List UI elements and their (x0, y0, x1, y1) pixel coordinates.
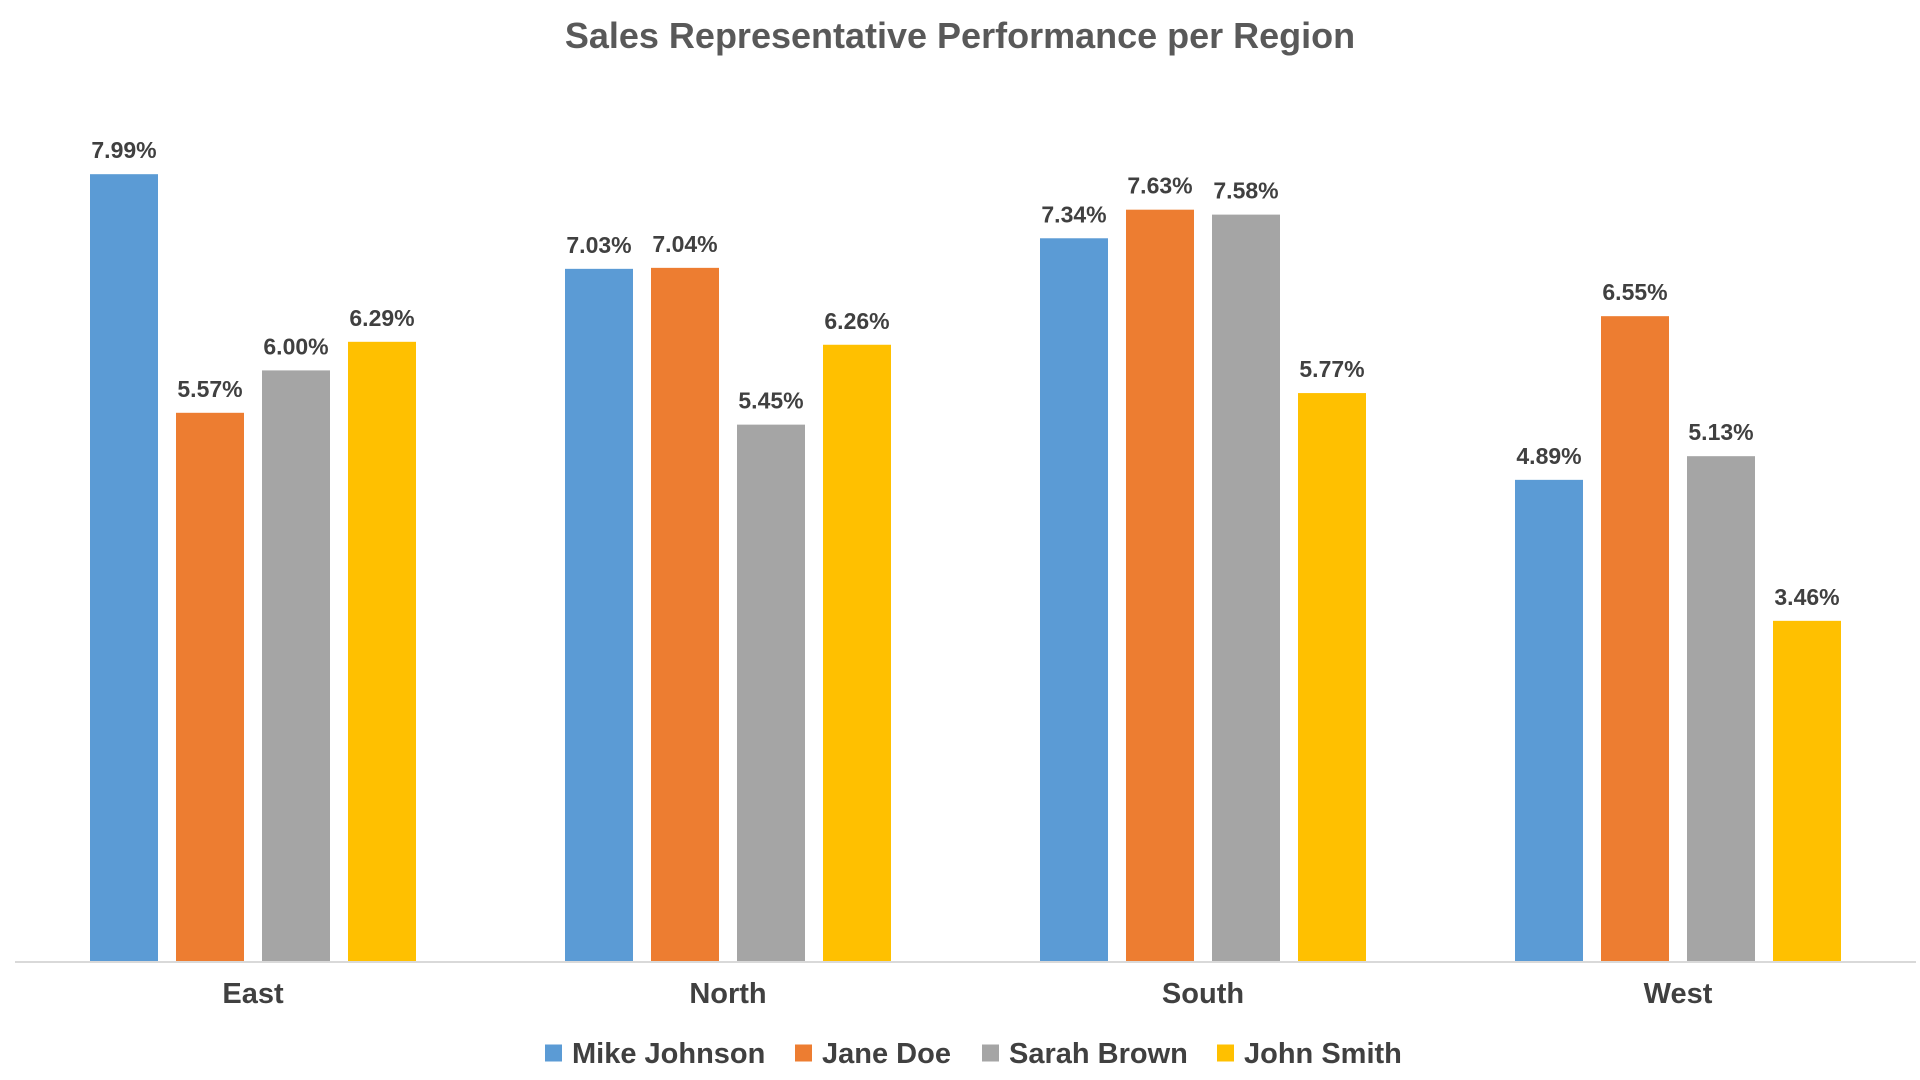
data-label-south-sarah-brown: 7.58% (1213, 178, 1278, 204)
chart-title: Sales Representative Performance per Reg… (565, 15, 1355, 56)
legend-label-mike-johnson: Mike Johnson (572, 1038, 765, 1070)
data-label-north-sarah-brown: 5.45% (738, 388, 803, 414)
category-label-west: West (1644, 978, 1713, 1010)
legend-swatch-jane-doe (795, 1044, 812, 1062)
legend-label-sarah-brown: Sarah Brown (1009, 1038, 1188, 1070)
category-label-east: East (222, 978, 284, 1010)
data-label-west-john-smith: 3.46% (1774, 584, 1839, 610)
bar-south-jane-doe (1126, 209, 1194, 962)
bar-south-mike-johnson (1040, 238, 1108, 962)
bar-south-sarah-brown (1212, 214, 1280, 962)
legend-swatch-mike-johnson (545, 1044, 562, 1062)
bar-north-mike-johnson (565, 268, 633, 962)
bar-east-john-smith (348, 341, 416, 962)
legend-swatch-sarah-brown (982, 1044, 999, 1062)
bar-north-john-smith (823, 344, 891, 962)
bar-east-jane-doe (176, 412, 244, 963)
category-label-south: South (1162, 978, 1244, 1010)
data-label-north-jane-doe: 7.04% (652, 231, 717, 257)
bar-west-sarah-brown (1687, 456, 1755, 962)
data-label-west-jane-doe: 6.55% (1602, 279, 1667, 305)
bar-north-sarah-brown (737, 424, 805, 962)
category-labels-layer: East North South West (222, 978, 1712, 1010)
data-label-east-john-smith: 6.29% (349, 305, 414, 331)
bar-south-john-smith (1298, 393, 1366, 962)
bar-west-jane-doe (1601, 316, 1669, 962)
data-label-east-jane-doe: 5.57% (177, 376, 242, 402)
data-label-west-mike-johnson: 4.89% (1516, 443, 1581, 469)
bar-west-john-smith (1773, 620, 1841, 962)
data-labels-layer: 7.99% 5.57% 6.00% 6.29% 7.03% 7.04% 5.45% 6.26%… (91, 137, 1839, 610)
legend-label-jane-doe: Jane Doe (822, 1038, 951, 1070)
data-label-north-mike-johnson: 7.03% (566, 232, 631, 258)
bar-east-sarah-brown (262, 370, 330, 962)
data-label-east-mike-johnson: 7.99% (91, 137, 156, 163)
bar-west-mike-johnson (1515, 479, 1583, 962)
category-label-north: North (689, 978, 766, 1010)
bars-layer (90, 174, 1841, 963)
bar-north-jane-doe (651, 267, 719, 963)
data-label-north-john-smith: 6.26% (824, 308, 889, 334)
data-label-south-mike-johnson: 7.34% (1041, 201, 1106, 227)
data-label-south-john-smith: 5.77% (1299, 356, 1364, 382)
data-label-south-jane-doe: 7.63% (1127, 173, 1192, 199)
legend: Mike Johnson Jane Doe Sarah Brown John Smit… (545, 1038, 1402, 1070)
bar-east-mike-johnson (90, 174, 158, 962)
data-label-west-sarah-brown: 5.13% (1688, 419, 1753, 445)
legend-label-john-smith: John Smith (1244, 1038, 1402, 1070)
data-label-east-sarah-brown: 6.00% (263, 333, 328, 359)
legend-swatch-john-smith (1217, 1044, 1234, 1062)
